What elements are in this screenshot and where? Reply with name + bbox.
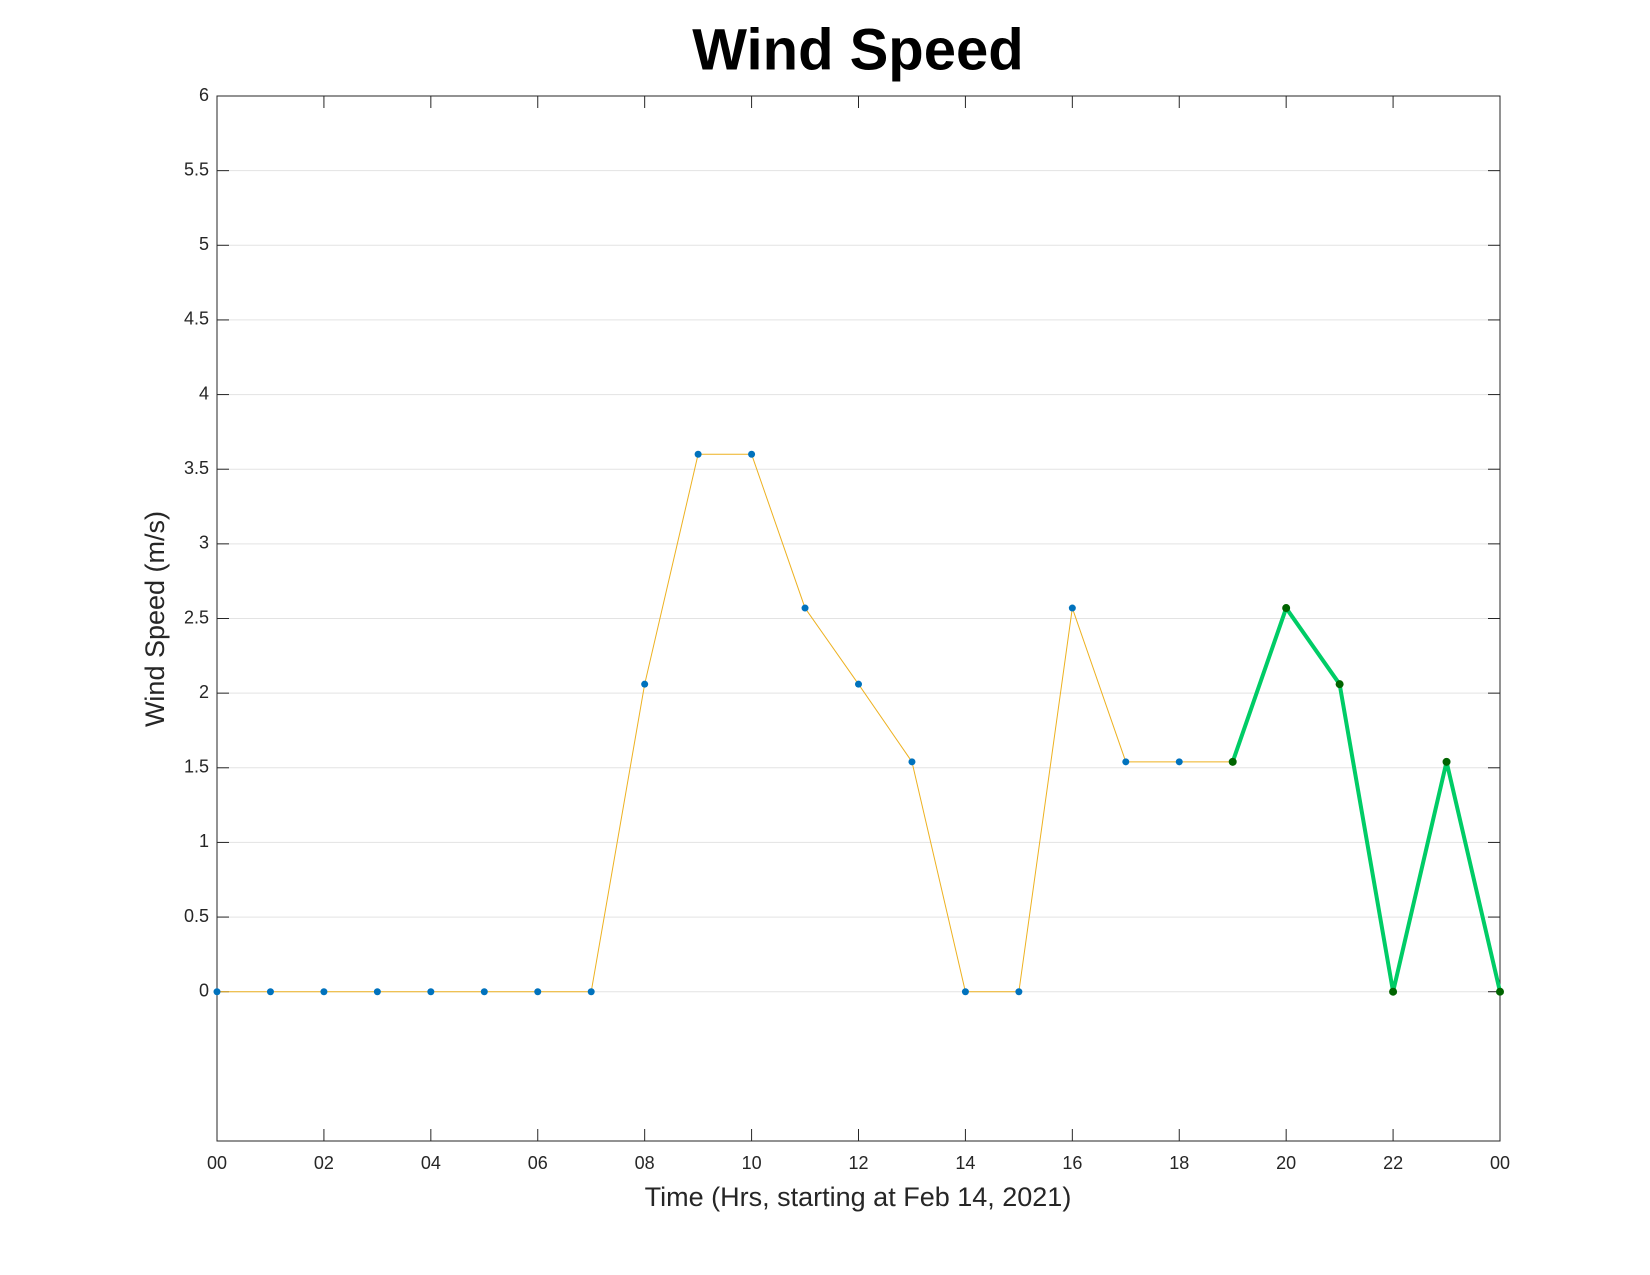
data-point bbox=[748, 450, 756, 458]
data-point bbox=[694, 450, 702, 458]
y-tick-label: 5 bbox=[199, 234, 209, 254]
data-point bbox=[855, 680, 862, 688]
data-point bbox=[1122, 758, 1130, 766]
data-point bbox=[373, 988, 381, 996]
x-tick-label: 22 bbox=[1383, 1153, 1403, 1173]
series-line bbox=[217, 453, 1233, 993]
data-point bbox=[1335, 680, 1344, 689]
data-point bbox=[641, 680, 649, 688]
data-point bbox=[801, 604, 809, 612]
x-axis-label: Time (Hrs, starting at Feb 14, 2021) bbox=[645, 1182, 1072, 1212]
y-tick-label: 2 bbox=[199, 682, 209, 702]
data-point bbox=[427, 988, 435, 996]
data-point bbox=[480, 988, 488, 996]
y-tick-label: 3 bbox=[199, 533, 209, 553]
data-point bbox=[266, 988, 274, 996]
chart-title: Wind Speed bbox=[692, 17, 1023, 82]
x-tick-label: 08 bbox=[635, 1153, 655, 1173]
data-point bbox=[1496, 987, 1504, 996]
x-tick-label: 16 bbox=[1062, 1153, 1082, 1173]
y-tick-label: 5.5 bbox=[184, 159, 209, 179]
data-point bbox=[1442, 757, 1451, 766]
plot-frame bbox=[216, 95, 1501, 1142]
x-tick-label: 00 bbox=[207, 1153, 227, 1173]
series-line bbox=[1230, 606, 1502, 994]
y-tick-label: 2.5 bbox=[184, 607, 209, 627]
data-point bbox=[1175, 758, 1183, 766]
x-tick-label: 04 bbox=[421, 1153, 441, 1173]
data-point bbox=[1282, 604, 1291, 613]
y-tick-label: 1 bbox=[199, 831, 209, 851]
x-tick-label: 20 bbox=[1276, 1153, 1296, 1173]
data-point bbox=[1015, 988, 1023, 996]
y-tick-label: 3.5 bbox=[184, 458, 209, 478]
x-tick-label: 12 bbox=[848, 1153, 868, 1173]
data-point bbox=[908, 758, 916, 766]
data-point bbox=[320, 988, 328, 996]
y-tick-label: 0.5 bbox=[184, 906, 209, 926]
x-tick-label: 18 bbox=[1169, 1153, 1189, 1173]
data-point bbox=[213, 988, 221, 996]
y-tick-label: 4 bbox=[199, 383, 209, 403]
data-point bbox=[1068, 604, 1076, 612]
x-tick-label: 02 bbox=[314, 1153, 334, 1173]
y-tick-label: 1.5 bbox=[184, 757, 209, 777]
data-point bbox=[587, 988, 595, 996]
x-tick-label: 00 bbox=[1490, 1153, 1510, 1173]
x-tick-label: 10 bbox=[742, 1153, 762, 1173]
data-point bbox=[534, 988, 542, 996]
data-point bbox=[961, 988, 969, 996]
y-tick-label: 6 bbox=[199, 85, 209, 105]
y-tick-label: 0 bbox=[199, 980, 209, 1000]
data-point bbox=[1389, 987, 1398, 996]
y-tick-label: 4.5 bbox=[184, 309, 209, 329]
data-point bbox=[1228, 757, 1237, 766]
x-tick-label: 14 bbox=[955, 1153, 975, 1173]
y-axis-label: Wind Speed (m/s) bbox=[140, 511, 170, 727]
x-tick-label: 06 bbox=[528, 1153, 548, 1173]
